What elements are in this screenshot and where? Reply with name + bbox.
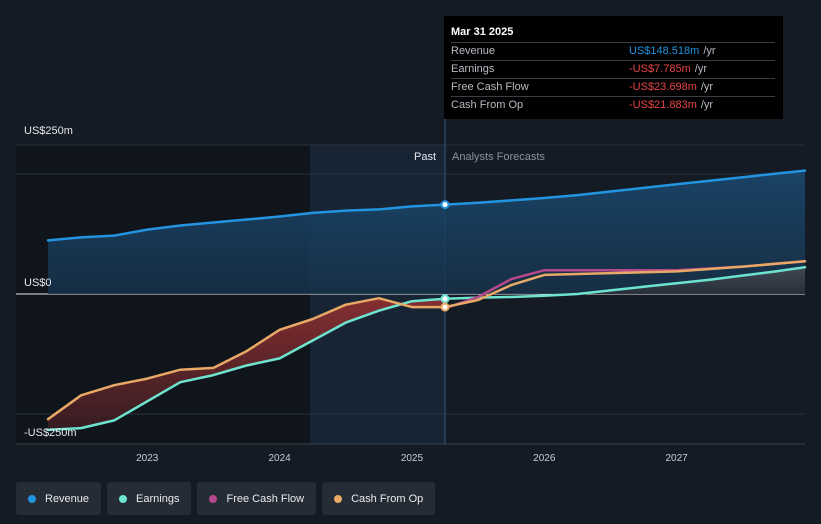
- y-tick-label: US$0: [24, 277, 52, 289]
- x-tick-label: 2026: [533, 453, 556, 464]
- y-tick-label: US$250m: [24, 125, 73, 137]
- legend-item-earnings[interactable]: Earnings: [107, 482, 192, 515]
- legend-dot-icon: [28, 494, 36, 503]
- tooltip-label: Earnings: [451, 63, 495, 75]
- legend-item-revenue[interactable]: Revenue: [16, 482, 102, 515]
- tooltip-row-free-cash-flow: Free Cash Flow -US$23.698m /yr: [451, 78, 775, 96]
- earnings-positive-area: [577, 267, 805, 294]
- x-tick-label: 2024: [268, 453, 291, 464]
- tooltip-unit: /yr: [700, 81, 714, 93]
- legend-label: Free Cash Flow: [226, 492, 305, 505]
- loss-area: [48, 298, 445, 430]
- forecast-label: Analysts Forecasts: [452, 151, 545, 163]
- legend-dot-icon: [119, 494, 128, 503]
- legend-label: Cash From Op: [351, 492, 424, 505]
- tooltip-row-cash-from-op: Cash From Op -US$21.883m /yr: [451, 96, 775, 114]
- tooltip-row-earnings: Earnings -US$7.785m /yr: [451, 60, 775, 78]
- tooltip: Mar 31 2025 Revenue US$148.518m /yr Earn…: [444, 16, 783, 119]
- y-tick-label: -US$250m: [24, 427, 77, 439]
- tooltip-value: -US$23.698m: [629, 81, 697, 93]
- tooltip-label: Cash From Op: [451, 99, 524, 111]
- tooltip-row-revenue: Revenue US$148.518m /yr: [451, 42, 775, 60]
- past-label: Past: [414, 151, 436, 163]
- tooltip-value: US$148.518m: [629, 45, 700, 57]
- revenue-line: [46, 169, 807, 242]
- x-tick-label: 2023: [136, 453, 159, 464]
- legend-label: Revenue: [45, 492, 90, 505]
- tooltip-label: Free Cash Flow: [451, 81, 529, 93]
- legend-item-free-cash-flow[interactable]: Free Cash Flow: [197, 482, 317, 515]
- x-tick-label: 2027: [666, 453, 689, 464]
- legend: Revenue Earnings Free Cash Flow Cash Fro…: [16, 482, 436, 515]
- legend-label: Earnings: [136, 492, 180, 505]
- revenue-area: [48, 170, 805, 294]
- earnings-line: [46, 265, 807, 432]
- legend-dot-icon: [334, 494, 343, 503]
- tooltip-unit: /yr: [700, 99, 714, 111]
- tooltip-value: -US$7.785m: [629, 63, 691, 75]
- series-marker: [440, 302, 450, 312]
- tooltip-value: -US$21.883m: [629, 99, 697, 111]
- series-marker: [440, 200, 450, 210]
- tooltip-unit: /yr: [703, 45, 716, 57]
- tooltip-date: Mar 31 2025: [451, 26, 514, 38]
- legend-item-cash-from-op[interactable]: Cash From Op: [322, 482, 436, 515]
- tooltip-label: Revenue: [451, 45, 496, 57]
- tooltip-unit: /yr: [694, 63, 707, 75]
- legend-dot-icon: [209, 494, 218, 503]
- x-tick-label: 2025: [401, 453, 424, 464]
- series-marker: [440, 294, 450, 304]
- cash-from-op-line: [46, 259, 807, 421]
